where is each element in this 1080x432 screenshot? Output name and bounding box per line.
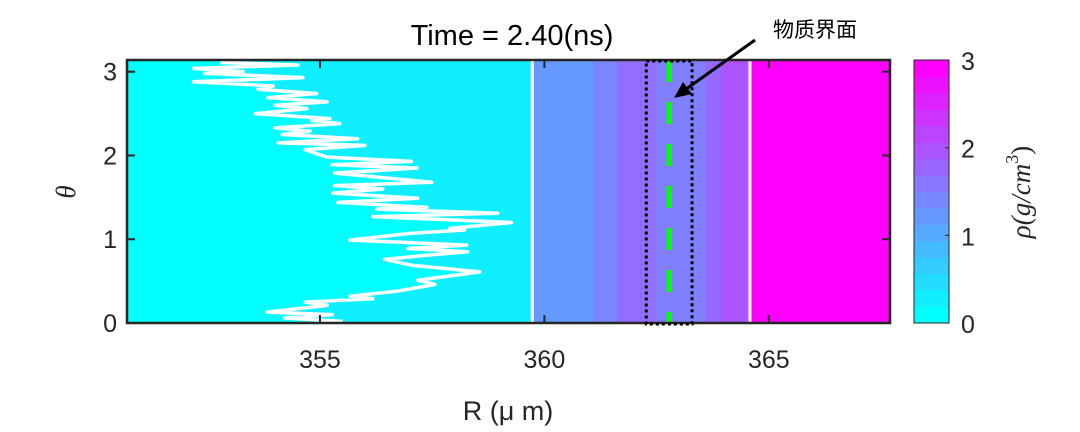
colorbar-frame [913,59,950,324]
colorbar-level [914,207,949,225]
arrowhead-icon [674,82,692,98]
colorbar-level [914,306,949,324]
colorbar-level [914,142,949,160]
density-band [532,60,594,323]
density-band [655,60,706,323]
colorbar-tick-label: 1 [961,223,975,251]
annotation-text: 物质界面 [773,18,857,42]
heatmap-plot [127,60,890,323]
axis-ticks: 355 360 365 0 1 2 3 [103,59,890,374]
y-tick-label: 2 [103,142,117,170]
annotation: 物质界面 [674,18,857,98]
colorbar-tick-label: 0 [961,311,975,339]
x-tick-label: 365 [748,346,790,374]
x-axis-label: R (μ m) [463,396,554,426]
colorbar-level [914,273,949,291]
density-band [705,60,722,323]
x-tick-label: 355 [299,346,341,374]
plot-frame [125,58,892,325]
x-tick-label: 360 [524,346,566,374]
colorbar-level [914,191,949,209]
colorbar-level [914,290,949,308]
annotation-arrow [681,38,756,94]
density-band [593,60,619,323]
front-curve [191,60,514,323]
colorbar-label: ρ(g/cm3) [1002,146,1036,239]
colorbar-level [914,76,949,94]
density-band [720,60,751,323]
y-tick-label: 0 [103,310,117,338]
density-band [618,60,656,323]
colorbar-level [914,109,949,127]
colorbar-level [914,60,949,77]
chart-title: Time = 2.40(ns) [411,20,614,52]
colorbar-level [914,224,949,242]
colorbar-tick-label: 2 [961,136,975,164]
colorbar: 0 1 2 3 [913,48,975,339]
colorbar-level [914,175,949,192]
y-tick-label: 3 [103,59,117,87]
interface-box [644,59,694,326]
colorbar-level [914,125,949,143]
colorbar-level [914,257,949,275]
y-tick-label: 1 [103,226,117,254]
colorbar-level [914,92,949,110]
density-band [749,60,890,323]
y-axis-label: θ [51,185,81,198]
colorbar-tick-label: 3 [961,48,975,76]
colorbar-level [914,240,949,258]
inner-region [127,60,512,323]
colorbar-level [914,158,949,176]
